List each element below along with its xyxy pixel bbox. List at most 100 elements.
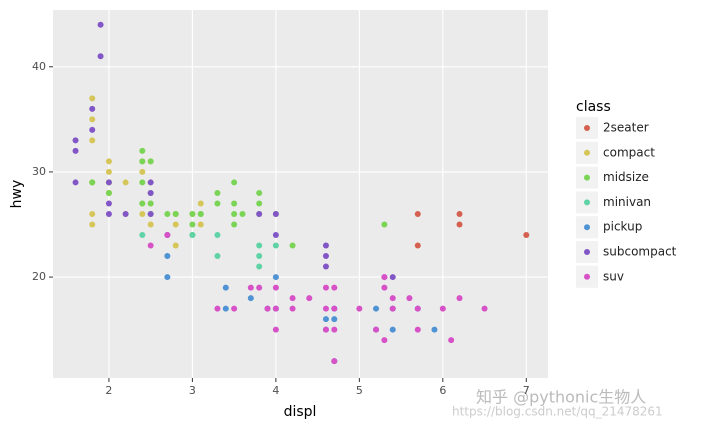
point — [481, 305, 488, 312]
legend-marker — [584, 249, 590, 255]
point — [264, 305, 271, 312]
point — [231, 200, 238, 207]
point — [122, 179, 129, 186]
point — [231, 305, 238, 312]
legend-title: class — [576, 99, 611, 115]
point — [389, 305, 396, 312]
point — [331, 305, 338, 312]
point — [414, 242, 421, 249]
point — [214, 253, 221, 260]
point — [322, 326, 329, 333]
y-axis-label: hwy — [9, 180, 25, 209]
point — [272, 274, 279, 281]
x-tick-label: 4 — [272, 384, 279, 397]
point — [256, 200, 263, 207]
point — [139, 158, 146, 165]
point — [139, 147, 146, 154]
point — [164, 232, 171, 239]
point — [231, 210, 238, 217]
legend-marker — [584, 125, 590, 131]
legend-marker — [584, 224, 590, 231]
point — [89, 221, 96, 228]
point — [72, 179, 79, 186]
point — [189, 210, 196, 217]
point — [456, 295, 463, 302]
point — [256, 253, 263, 260]
point — [139, 179, 146, 186]
x-tick-label: 6 — [439, 384, 446, 397]
point — [239, 210, 246, 217]
point — [322, 284, 329, 291]
point — [222, 284, 229, 291]
point — [272, 210, 279, 217]
point — [89, 95, 96, 102]
point — [214, 189, 221, 196]
point — [322, 316, 329, 323]
point — [231, 221, 238, 228]
point — [197, 210, 204, 217]
point — [381, 221, 388, 228]
legend-marker — [584, 199, 590, 206]
point — [414, 210, 421, 217]
point — [272, 305, 279, 312]
point — [414, 305, 421, 312]
point — [331, 316, 338, 323]
point — [122, 210, 129, 217]
legend-label: suv — [603, 269, 624, 283]
point — [89, 179, 96, 186]
point — [189, 221, 196, 228]
legend-label: midsize — [603, 170, 649, 184]
point — [214, 232, 221, 239]
point — [89, 210, 96, 217]
point — [289, 305, 296, 312]
point — [389, 326, 396, 333]
legend-label: minivan — [603, 195, 651, 209]
panel — [53, 10, 548, 378]
point — [164, 210, 171, 217]
point — [247, 284, 254, 291]
x-tick-label: 7 — [523, 384, 530, 397]
x-axis-label: displ — [284, 404, 317, 420]
point — [139, 232, 146, 239]
point — [214, 200, 221, 207]
point — [381, 284, 388, 291]
point — [89, 137, 96, 144]
point — [147, 189, 154, 196]
point — [322, 242, 329, 249]
point — [406, 295, 413, 302]
point — [373, 326, 380, 333]
point — [72, 147, 79, 154]
point — [231, 179, 238, 186]
point — [356, 305, 363, 312]
point — [289, 242, 296, 249]
point — [172, 221, 179, 228]
legend-label: pickup — [603, 220, 642, 234]
point — [97, 53, 104, 60]
point — [164, 253, 171, 260]
point — [306, 295, 313, 302]
point — [105, 210, 112, 217]
point — [139, 210, 146, 217]
legend-label: subcompact — [603, 245, 677, 259]
point — [456, 221, 463, 228]
point — [147, 179, 154, 186]
point — [456, 210, 463, 217]
point — [439, 305, 446, 312]
point — [172, 210, 179, 217]
point — [448, 337, 455, 344]
point — [147, 210, 154, 217]
point — [72, 137, 79, 144]
point — [322, 253, 329, 260]
point — [322, 305, 329, 312]
point — [105, 189, 112, 196]
point — [389, 274, 396, 281]
point — [105, 158, 112, 165]
point — [256, 263, 263, 270]
point — [289, 295, 296, 302]
point — [172, 242, 179, 249]
point — [97, 21, 104, 28]
point — [189, 232, 196, 239]
point — [414, 326, 421, 333]
point — [331, 358, 338, 365]
